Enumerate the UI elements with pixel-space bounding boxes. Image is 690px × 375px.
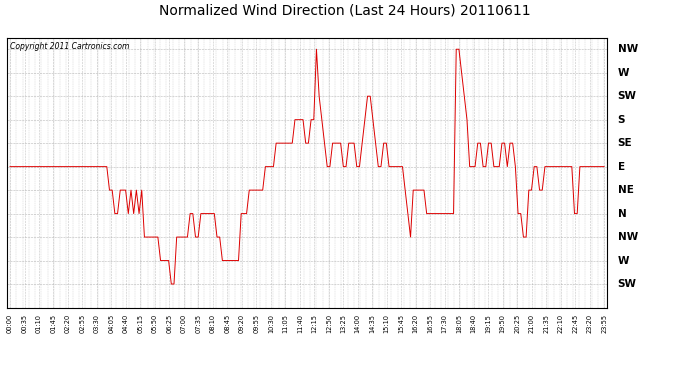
Text: W: W: [618, 255, 629, 266]
Text: SW: SW: [618, 279, 637, 289]
Text: NW: NW: [618, 232, 638, 242]
Text: SW: SW: [618, 91, 637, 101]
Text: S: S: [618, 115, 625, 125]
Text: Normalized Wind Direction (Last 24 Hours) 20110611: Normalized Wind Direction (Last 24 Hours…: [159, 4, 531, 18]
Text: E: E: [618, 162, 624, 172]
Text: W: W: [618, 68, 629, 78]
Text: Copyright 2011 Cartronics.com: Copyright 2011 Cartronics.com: [10, 42, 129, 51]
Text: NE: NE: [618, 185, 633, 195]
Text: NW: NW: [618, 44, 638, 54]
Text: SE: SE: [618, 138, 632, 148]
Text: N: N: [618, 209, 627, 219]
